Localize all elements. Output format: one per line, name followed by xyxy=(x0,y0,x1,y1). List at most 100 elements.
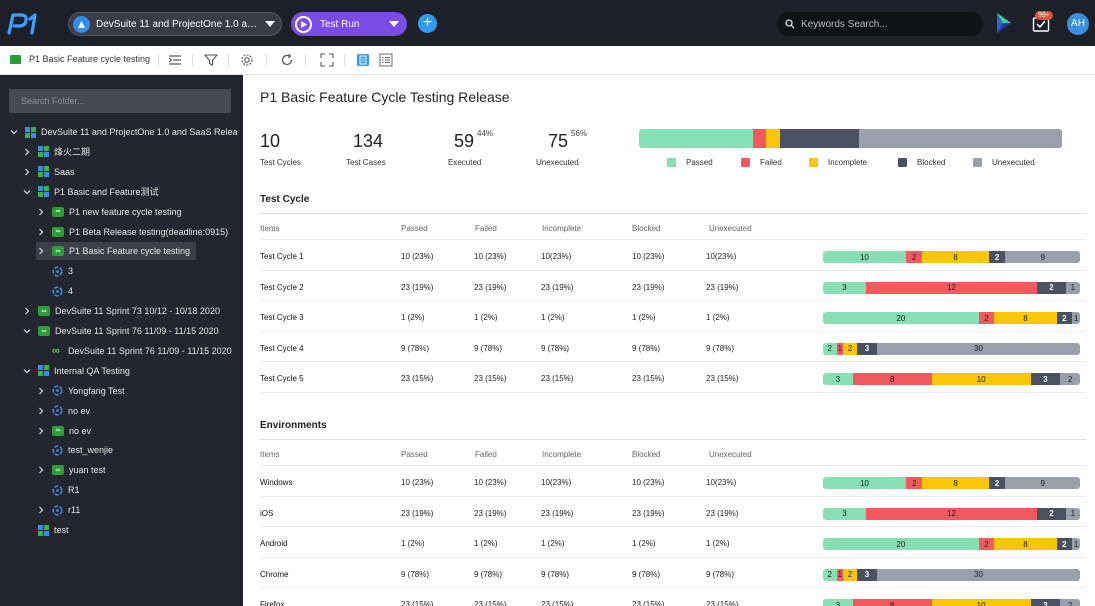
row-value-passed: 9 (78%) xyxy=(401,343,430,353)
chevron-right-icon[interactable] xyxy=(36,207,46,217)
chevron-right-icon[interactable] xyxy=(22,167,32,177)
row-item-name[interactable]: Android xyxy=(260,539,288,549)
row-item-name[interactable]: iOS xyxy=(260,508,274,518)
row-divider xyxy=(260,587,1086,589)
chevron-right-icon[interactable] xyxy=(36,406,46,416)
bar-segment-passed: 10 xyxy=(823,251,906,263)
folder-tree-label: yuan test xyxy=(69,465,106,476)
fullscreen-icon[interactable] xyxy=(320,53,334,67)
folder-tree-item[interactable]: DevSuite 11 and ProjectOne 1.0 and SaaS … xyxy=(9,123,237,141)
add-button[interactable]: + xyxy=(418,14,437,33)
folder-tree-item[interactable]: no ev xyxy=(36,402,90,420)
row-item-name[interactable]: Test Cycle 4 xyxy=(260,343,304,353)
keyword-search[interactable] xyxy=(777,12,983,36)
chevron-right-icon[interactable] xyxy=(22,147,32,157)
row-value-failed: 10 (23%) xyxy=(474,478,507,487)
bar-segment-incomplete: 10 xyxy=(931,599,1031,606)
page-title: P1 Basic Feature Cycle Testing Release xyxy=(260,89,510,105)
test-cycle-icon: ∞ xyxy=(52,226,64,237)
row-value-passed: 10 (23%) xyxy=(401,478,434,487)
legend-unexecuted: Unexecuted xyxy=(973,158,1035,167)
folder-tree-item[interactable]: r11 xyxy=(36,501,80,519)
bar-segment-failed: 8 xyxy=(852,373,932,386)
stat-label: Test Cases xyxy=(346,158,386,167)
chevron-right-icon[interactable] xyxy=(36,465,46,475)
refresh-icon[interactable] xyxy=(280,53,294,67)
folder-tree-item[interactable]: R1 xyxy=(36,481,80,499)
stat-label: Unexecuted xyxy=(536,158,579,167)
folder-tree-item[interactable]: Saas xyxy=(22,163,75,181)
project-folder-icon xyxy=(38,524,49,536)
chevron-right-icon[interactable] xyxy=(36,505,46,515)
folder-search-input[interactable] xyxy=(9,89,231,113)
folder-tree-item[interactable]: P1 Basic and Feature测试 xyxy=(22,183,159,201)
product-logo-icon[interactable] xyxy=(995,11,1013,35)
folder-tree-item[interactable]: 烽火二期 xyxy=(22,143,90,161)
legend-swatch xyxy=(667,158,676,167)
row-value-incomplete: 9 (78%) xyxy=(541,343,570,353)
run-type-select[interactable]: Test Run xyxy=(291,12,407,36)
chevron-down-icon[interactable] xyxy=(22,326,32,336)
chevron-down-icon[interactable] xyxy=(22,187,32,197)
folder-tree-item[interactable]: ∞ P1 Beta Release testing(deadline:0915) xyxy=(36,223,228,241)
folder-tree-item[interactable]: Yongfang Test xyxy=(36,382,125,400)
row-item-name[interactable]: Test Cycle 1 xyxy=(260,252,304,261)
chevron-right-icon[interactable] xyxy=(36,386,46,396)
chevron-right-icon[interactable] xyxy=(36,426,46,436)
folder-tree-item[interactable]: ∞ P1 Basic Feature cycle testing xyxy=(36,242,197,261)
row-divider xyxy=(260,269,1086,271)
folder-tree-item[interactable]: ∞ no ev xyxy=(36,422,91,440)
folder-tree-item[interactable]: Internal QA Testing xyxy=(22,362,130,380)
folder-tree-label: r11 xyxy=(68,505,81,516)
row-item-name[interactable]: Test Cycle 2 xyxy=(260,282,304,292)
chevron-down-icon[interactable] xyxy=(9,127,19,137)
folder-tree-item[interactable]: 4 xyxy=(36,282,73,300)
folder-tree-item[interactable]: test xyxy=(22,521,69,539)
p1-logo[interactable] xyxy=(6,9,42,37)
folder-tree-item[interactable]: 3 xyxy=(36,262,73,280)
project-select[interactable]: DevSuite 11 and ProjectOne 1.0 and ... xyxy=(68,12,282,36)
toolbar-divider xyxy=(228,54,229,67)
column-header: Passed xyxy=(401,450,428,459)
row-value-unexecuted: 23 (15%) xyxy=(706,600,739,606)
legend-label: Blocked xyxy=(917,158,946,167)
chevron-right-icon[interactable] xyxy=(36,227,46,237)
folder-tree-item[interactable]: ∞ yuan test xyxy=(36,461,106,479)
chevron-right-icon[interactable] xyxy=(22,306,32,316)
avatar[interactable]: AH xyxy=(1067,13,1089,35)
folder-tree-item[interactable]: ∞ DevSuite 11 Sprint 73 10/12 - 10/18 202… xyxy=(22,302,220,320)
folder-tree-item[interactable]: test_wenjie xyxy=(36,441,113,459)
folder-tree-item[interactable]: ∞ DevSuite 11 Sprint 76 11/09 - 11/15 202… xyxy=(22,322,219,340)
bar-segment-unexecuted: 1 xyxy=(1065,507,1080,520)
row-divider xyxy=(260,556,1086,558)
chevron-down-icon[interactable] xyxy=(22,366,32,376)
row-value-passed: 1 (2%) xyxy=(401,539,425,549)
list-view-icon[interactable] xyxy=(379,53,393,67)
gear-icon[interactable] xyxy=(240,53,254,67)
row-item-name[interactable]: Chrome xyxy=(260,569,289,579)
column-header: Blocked xyxy=(632,450,661,459)
bar-segment-failed: 2 xyxy=(978,538,995,551)
row-item-name[interactable]: Windows xyxy=(260,478,293,487)
bar-segment-failed: 2 xyxy=(978,312,995,325)
row-value-unexecuted: 10(23%) xyxy=(706,252,737,261)
filter-icon[interactable] xyxy=(204,53,218,67)
row-item-name[interactable]: Firefox xyxy=(260,600,285,606)
folder-tree-item[interactable]: ∞ P1 new feature cycle testing xyxy=(36,203,182,221)
bar-segment-unexecuted: 2 xyxy=(1060,373,1080,386)
bar-segment-blocked: 2 xyxy=(988,477,1006,489)
folder-tree-label: 3 xyxy=(68,266,74,277)
row-item-name[interactable]: Test Cycle 5 xyxy=(260,374,304,384)
report-view-icon[interactable] xyxy=(356,53,370,67)
row-item-name[interactable]: Test Cycle 3 xyxy=(260,313,304,323)
folder-tree-label: DevSuite 11 Sprint 73 10/12 - 10/18 2020 xyxy=(55,306,220,317)
row-divider xyxy=(260,526,1086,528)
chevron-right-icon[interactable] xyxy=(36,246,46,256)
stat-test-cycles: 10 Test Cycles xyxy=(260,131,301,167)
folder-tree-item[interactable]: ∞ DevSuite 11 Sprint 76 11/09 - 11/15 202… xyxy=(36,342,232,360)
bar-segment-failed: 8 xyxy=(852,599,932,606)
test-cycle-icon: ∞ xyxy=(38,326,50,336)
search-input[interactable] xyxy=(801,18,971,30)
collapse-sidebar-icon[interactable] xyxy=(168,53,182,67)
project-folder-icon xyxy=(38,166,49,178)
